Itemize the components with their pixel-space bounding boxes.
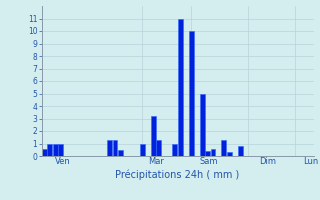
X-axis label: Précipitations 24h ( mm ): Précipitations 24h ( mm ) — [116, 169, 240, 180]
Bar — [151, 116, 156, 156]
Bar — [47, 144, 52, 156]
Bar — [42, 148, 47, 156]
Bar — [221, 140, 226, 156]
Bar — [118, 150, 123, 156]
Bar — [140, 144, 145, 156]
Bar — [172, 144, 177, 156]
Bar — [156, 140, 161, 156]
Bar — [58, 144, 63, 156]
Bar — [178, 19, 183, 156]
Bar — [113, 140, 117, 156]
Bar — [107, 140, 112, 156]
Bar — [227, 152, 232, 156]
Bar — [200, 94, 204, 156]
Bar — [205, 151, 210, 156]
Bar — [53, 144, 58, 156]
Bar — [189, 31, 194, 156]
Bar — [211, 148, 215, 156]
Bar — [238, 146, 243, 156]
